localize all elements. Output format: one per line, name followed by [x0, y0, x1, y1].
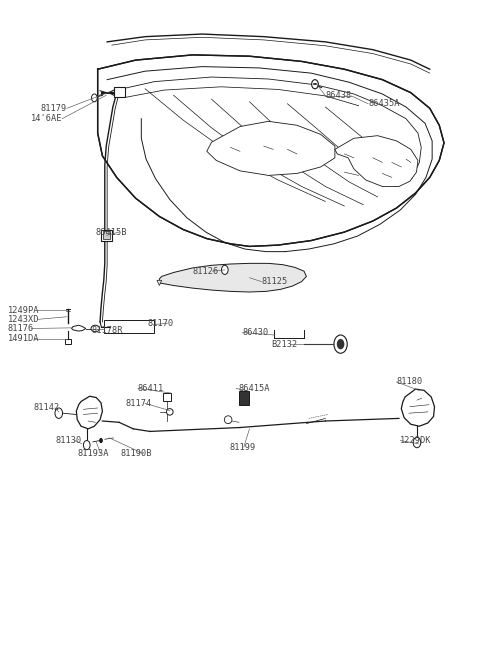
Circle shape [334, 335, 347, 353]
Text: 86415B: 86415B [96, 227, 127, 237]
Text: 86430: 86430 [242, 328, 269, 337]
Text: 1491DA: 1491DA [8, 334, 39, 344]
Text: 81130: 81130 [56, 436, 82, 445]
Text: 1249PA: 1249PA [8, 306, 39, 315]
Text: B2132: B2132 [271, 340, 297, 349]
Text: 81180: 81180 [396, 377, 423, 386]
Ellipse shape [167, 409, 173, 415]
Polygon shape [335, 136, 418, 187]
Polygon shape [157, 281, 162, 286]
Polygon shape [401, 389, 434, 426]
Text: 1243XD: 1243XD [8, 315, 39, 324]
Bar [101, 230, 112, 240]
Text: 81125: 81125 [261, 277, 288, 286]
Text: 1229DK: 1229DK [400, 436, 432, 445]
Polygon shape [97, 55, 444, 246]
Text: 81178R: 81178R [92, 326, 123, 335]
Bar [65, 339, 71, 344]
Ellipse shape [224, 416, 232, 424]
Circle shape [312, 79, 318, 89]
Text: 86411: 86411 [138, 384, 164, 393]
Bar [103, 231, 110, 239]
Text: 81170: 81170 [147, 319, 174, 328]
Text: 14'6AE: 14'6AE [31, 114, 63, 124]
Text: 81142: 81142 [34, 403, 60, 413]
Polygon shape [159, 263, 306, 292]
Bar [114, 87, 125, 97]
Ellipse shape [91, 325, 99, 332]
Text: 81176: 81176 [8, 324, 34, 333]
Text: 81190B: 81190B [120, 449, 152, 458]
Circle shape [55, 408, 62, 419]
Circle shape [413, 438, 421, 447]
Text: 86435A: 86435A [368, 99, 399, 108]
Text: 81199: 81199 [229, 443, 256, 451]
Text: 81179: 81179 [41, 104, 67, 113]
Bar [104, 320, 154, 333]
Bar [239, 391, 249, 405]
Text: 81193A: 81193A [78, 449, 109, 458]
Polygon shape [207, 122, 335, 175]
Bar [163, 393, 171, 401]
Text: 81126: 81126 [192, 267, 219, 276]
Polygon shape [72, 325, 86, 331]
Circle shape [99, 438, 103, 443]
Circle shape [337, 339, 344, 350]
Polygon shape [76, 396, 102, 429]
Text: 86415A: 86415A [239, 384, 270, 393]
Circle shape [84, 441, 90, 449]
Text: 81174: 81174 [125, 399, 151, 408]
Text: 86438: 86438 [325, 91, 352, 101]
Circle shape [92, 94, 97, 102]
Circle shape [221, 265, 228, 275]
